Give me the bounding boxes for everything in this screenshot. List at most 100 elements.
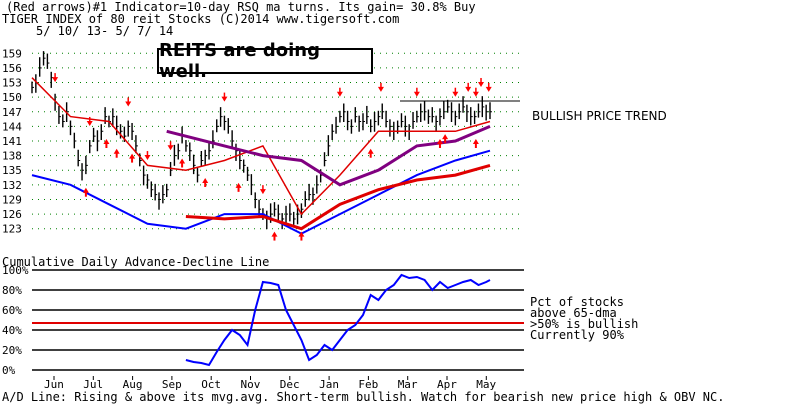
down-arrow [259, 185, 266, 195]
down-arrow-head [377, 86, 384, 92]
up-arrow [235, 182, 242, 192]
month-tick-label: Dec [280, 378, 300, 391]
callout-text: REITS are doing well. [159, 40, 320, 82]
up-arrow-head [472, 139, 479, 144]
up-arrow-head [442, 134, 449, 140]
month-tick-label: Oct [201, 378, 221, 391]
month-tick-label: Feb [358, 378, 378, 391]
down-arrow [144, 151, 151, 161]
pct-above-65dma-line [185, 273, 491, 367]
up-arrow-head [179, 158, 186, 164]
down-arrow-head [452, 91, 459, 97]
ad-grid [32, 269, 524, 371]
price-tick-label: 159 [2, 47, 22, 60]
down-arrow-head [125, 101, 132, 107]
down-arrow-head [167, 145, 174, 151]
indicator-arrows [52, 73, 492, 241]
trend-label: BULLISH PRICE TREND [532, 109, 667, 123]
down-arrow [377, 82, 384, 92]
up-arrow-head [298, 231, 305, 237]
up-arrow [82, 187, 89, 197]
price-tick-label: 150 [2, 91, 22, 104]
down-arrow [167, 141, 174, 151]
month-tick-label: May [476, 378, 496, 391]
price-tick-label: 156 [2, 62, 22, 75]
up-arrow [113, 148, 120, 158]
up-arrow [367, 148, 374, 158]
up-arrow-head [235, 182, 242, 188]
chart-subtitle: (Red arrows)#1 Indicator=10-day RSQ ma t… [6, 0, 476, 14]
pct-label-1: Pct of stocks [530, 295, 624, 309]
price-series [31, 51, 492, 235]
price-tick-label: 141 [2, 135, 22, 148]
up-arrow-head [103, 139, 110, 144]
footer-note: A/D Line: Rising & above its mvg.avg. Sh… [2, 390, 725, 404]
ad-tick-label: 20% [2, 344, 22, 357]
down-arrow-head [144, 155, 151, 161]
down-arrow-head [478, 81, 485, 87]
ad-tick-label: 100% [2, 264, 29, 277]
relative-strength-line [31, 149, 491, 235]
up-arrow-head [202, 177, 209, 183]
month-tick-label: Jan [319, 378, 339, 391]
up-arrow [472, 139, 479, 148]
month-tick-label: Jun [44, 378, 64, 391]
up-arrow [271, 231, 278, 241]
ad-tick-label: 60% [2, 304, 22, 317]
down-arrow-head [485, 86, 492, 92]
down-arrow-head [413, 91, 420, 97]
up-arrow-head [82, 187, 89, 193]
month-tick-label: Mar [398, 378, 418, 391]
chart-title: TIGER INDEX of 80 reit Stocks (C)2014 ww… [2, 12, 400, 26]
up-arrow [442, 134, 449, 144]
down-arrow [485, 82, 492, 92]
month-tick-label: Apr [437, 378, 457, 391]
up-arrow-head [129, 153, 136, 159]
down-arrow [413, 87, 420, 97]
callout-box: REITS are doing well. [157, 40, 373, 82]
up-arrow [298, 231, 305, 241]
down-arrow-head [259, 189, 266, 195]
price-tick-label: 126 [2, 208, 22, 221]
price-tick-label: 132 [2, 179, 22, 192]
up-arrow-head [367, 148, 374, 154]
down-arrow [465, 82, 472, 92]
ad-tick-label: 0% [2, 364, 16, 377]
price-tick-label: 153 [2, 77, 22, 90]
price-tick-label: 144 [2, 120, 22, 133]
down-arrow [125, 97, 132, 107]
up-arrow-head [436, 139, 443, 144]
up-arrow [202, 177, 209, 187]
price-tick-label: 135 [2, 164, 22, 177]
ad-axis-ticks: 100% 80% 60% 40% 20% 0% [2, 264, 29, 377]
price-tick-label: 147 [2, 106, 22, 119]
short-ma-line [31, 77, 491, 216]
ad-tick-label: 40% [2, 324, 22, 337]
up-arrow-head [113, 148, 120, 154]
month-tick-label: Sep [162, 378, 182, 391]
ad-tick-label: 80% [2, 284, 22, 297]
long-red-ma-line [185, 163, 491, 231]
down-arrow-head [336, 91, 343, 97]
down-arrow [221, 92, 228, 102]
down-arrow [478, 77, 485, 87]
price-tick-label: 129 [2, 193, 22, 206]
ad-title: Cumulative Daily Advance-Decline Line [2, 255, 270, 269]
pct-label-3: >50% is bullish [530, 317, 639, 331]
month-axis: Jun Jul Aug Sep Oct Nov Dec Jan Feb Mar Apr May [44, 376, 497, 391]
long-ma-line [166, 125, 491, 187]
pct-label-2: above 65-dma [530, 306, 617, 320]
down-arrow [472, 87, 479, 97]
down-arrow-head [472, 91, 479, 97]
down-arrow [336, 87, 343, 97]
month-tick-label: Jul [83, 378, 103, 391]
down-arrow [86, 116, 93, 126]
date-range: 5/ 10/ 13- 5/ 7/ 14 [36, 24, 174, 38]
up-arrow [436, 139, 443, 148]
down-arrow-head [52, 77, 59, 83]
ad-series [185, 273, 491, 367]
up-arrow [129, 153, 136, 163]
down-arrow [452, 87, 459, 97]
